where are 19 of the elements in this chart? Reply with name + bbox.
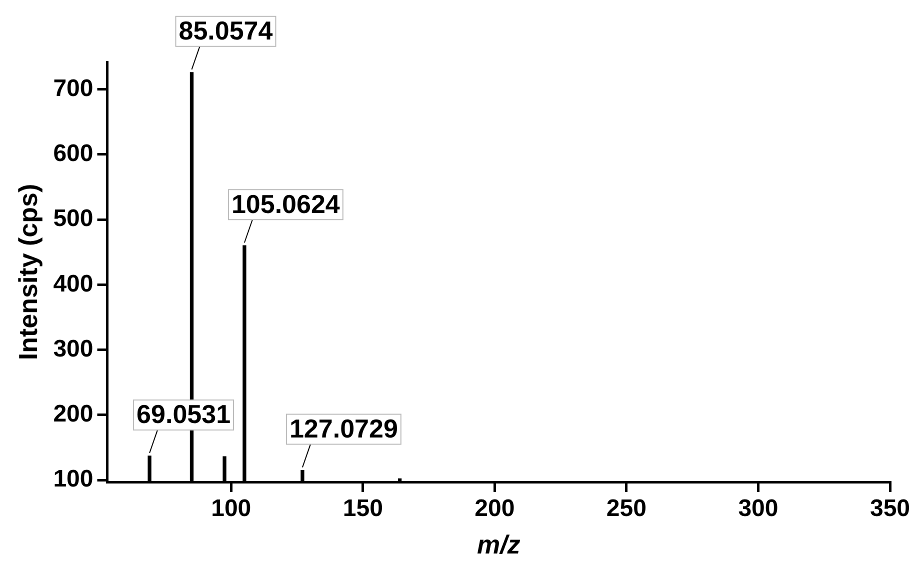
x-tick-label: 150 [342, 495, 383, 522]
x-tick-label: 100 [211, 495, 252, 522]
x-tick-label: 250 [606, 495, 646, 522]
y-tick-label: 500 [53, 205, 94, 232]
x-tick-label: 350 [870, 495, 910, 522]
annotation: 69.0531 [136, 399, 231, 430]
annotation: 105.0624 [231, 188, 340, 219]
x-tick-label: 200 [474, 495, 515, 522]
y-tick-label: 400 [53, 270, 94, 298]
y-tick-label: 200 [53, 400, 94, 428]
x-tick-label: 300 [738, 495, 778, 522]
y-tick-label: 100 [53, 466, 94, 493]
annotation: 127.0729 [289, 413, 398, 444]
y-tick-label: 300 [53, 335, 94, 362]
y-tick-label: 600 [53, 140, 94, 168]
annotation: 85.0574 [178, 16, 274, 46]
y-tick-label: 700 [53, 74, 94, 102]
y-axis-title: Intensity (cps) [12, 184, 43, 360]
x-axis-title: m/z [476, 530, 520, 560]
